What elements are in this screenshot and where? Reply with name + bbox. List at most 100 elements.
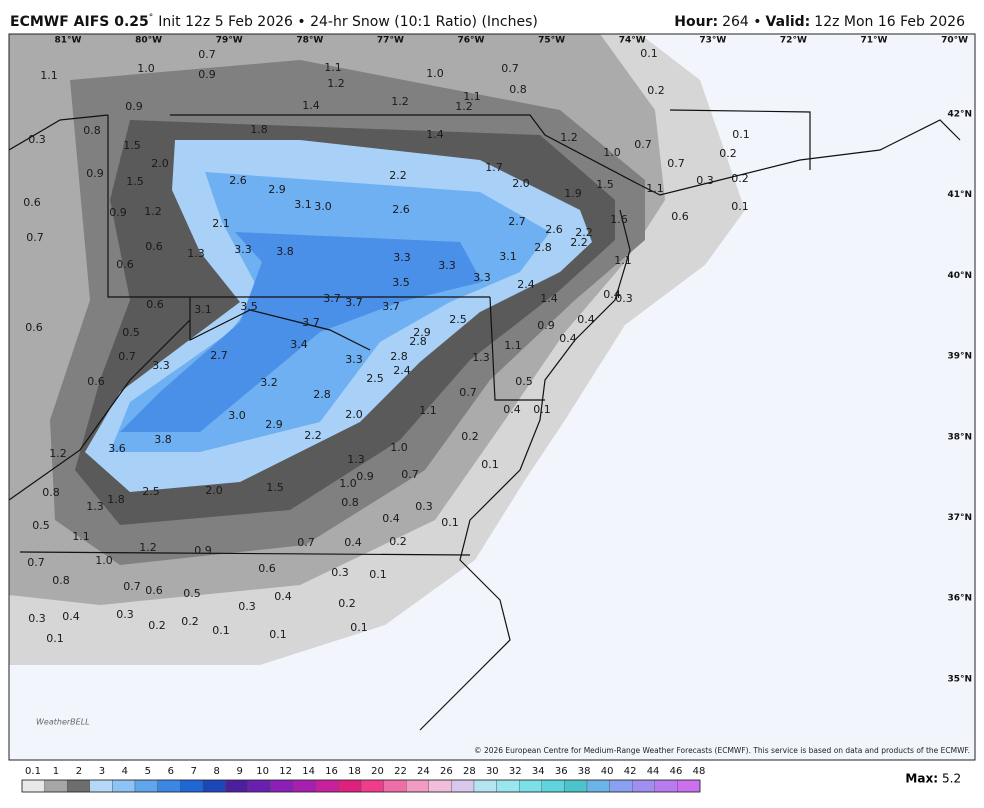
snow-amount-label: 1.2 — [391, 95, 409, 108]
snow-amount-label: 2.4 — [517, 278, 535, 291]
snow-amount-label: 3.8 — [154, 433, 172, 446]
snow-amount-label: 1.4 — [426, 128, 444, 141]
snow-amount-label: 1.0 — [426, 67, 444, 80]
long-island-coast — [639, 119, 961, 196]
copyright: © 2026 European Centre for Medium-Range … — [474, 746, 970, 755]
snow-amount-label: 2.8 — [313, 388, 331, 401]
snow-amount-label: 1.1 — [40, 69, 58, 82]
snow-amount-label: 2.5 — [366, 372, 384, 385]
legend-swatch — [451, 779, 475, 793]
snow-amount-label: 0.6 — [671, 210, 689, 223]
latitude-label: 40°N — [947, 271, 972, 281]
snow-amount-label: 0.8 — [52, 574, 70, 587]
snow-amount-label: 2.0 — [151, 157, 169, 170]
snow-amount-label: 2.2 — [570, 236, 588, 249]
legend-swatch — [383, 779, 407, 793]
snow-amount-label: 0.9 — [109, 206, 127, 219]
snow-amount-label: 1.1 — [463, 90, 481, 103]
legend-outline — [21, 779, 701, 793]
snow-amount-label: 0.7 — [27, 556, 45, 569]
snow-amount-label: 3.3 — [234, 243, 252, 256]
legend-label: 10 — [256, 766, 269, 777]
legend-label: 0.1 — [25, 766, 41, 777]
snow-amount-label: 1.1 — [646, 182, 664, 195]
snow-amount-label: 1.2 — [327, 77, 345, 90]
legend-label: 42 — [624, 766, 637, 777]
legend-label: 2 — [76, 766, 82, 777]
snow-amount-label: 1.6 — [610, 213, 628, 226]
legend-swatch — [428, 779, 452, 793]
legend-label: 16 — [325, 766, 338, 777]
snow-amount-label: 0.3 — [331, 566, 349, 579]
legend-label: 48 — [693, 766, 706, 777]
latitude-label: 36°N — [947, 594, 972, 604]
snow-shade-blue-dark — [120, 232, 482, 432]
latitude-label: 42°N — [947, 110, 972, 120]
snow-amount-label: 0.8 — [42, 486, 60, 499]
legend-label: 32 — [509, 766, 522, 777]
snow-amount-label: 0.5 — [515, 375, 533, 388]
longitude-label: 79°W — [216, 36, 243, 46]
longitude-label: 74°W — [619, 36, 646, 46]
snow-amount-label: 0.8 — [341, 496, 359, 509]
snow-amount-label: 1.1 — [419, 404, 437, 417]
snow-amount-label: 0.2 — [719, 147, 737, 160]
legend-swatch — [677, 779, 701, 793]
snow-amount-label: 3.0 — [314, 200, 332, 213]
wv-border — [9, 319, 191, 501]
snow-amount-label: 0.2 — [647, 84, 665, 97]
snow-amount-label: 0.9 — [194, 544, 212, 557]
snow-amount-label: 2.8 — [390, 350, 408, 363]
snow-amount-label: 3.7 — [382, 300, 400, 313]
snow-amount-label: 2.7 — [508, 215, 526, 228]
snow-amount-label: 0.4 — [559, 332, 577, 345]
legend-swatch — [225, 779, 249, 793]
snow-amount-label: 0.2 — [389, 535, 407, 548]
snow-amount-label: 0.1 — [369, 568, 387, 581]
snow-amount-label: 1.7 — [485, 161, 503, 174]
legend-swatch — [112, 779, 136, 793]
legend-swatch — [89, 779, 113, 793]
snow-amount-label: 0.1 — [46, 632, 64, 645]
snow-amount-label: 1.3 — [347, 453, 365, 466]
snow-amount-label: 0.6 — [145, 584, 163, 597]
ct-ma-border — [669, 109, 811, 170]
snow-amount-label: 2.6 — [545, 223, 563, 236]
longitude-label: 81°W — [55, 36, 82, 46]
snow-amount-label: 3.3 — [152, 359, 170, 372]
legend-label: 30 — [486, 766, 499, 777]
snow-amount-label: 0.9 — [198, 68, 216, 81]
snow-amount-label: 2.6 — [229, 174, 247, 187]
longitude-label: 76°W — [458, 36, 485, 46]
snow-amount-label: 1.0 — [390, 441, 408, 454]
legend-swatch — [315, 779, 339, 793]
snow-amount-label: 1.2 — [455, 100, 473, 113]
snow-amount-label: 0.6 — [87, 375, 105, 388]
snow-amount-label: 0.1 — [731, 200, 749, 213]
snow-amount-label: 2.2 — [389, 169, 407, 182]
legend-label: 44 — [647, 766, 660, 777]
snow-amount-label: 0.4 — [274, 590, 292, 603]
legend-swatch — [44, 779, 68, 793]
snow-amount-label: 0.6 — [116, 258, 134, 271]
snow-amount-label: 0.7 — [26, 231, 44, 244]
snow-amount-label: 1.3 — [472, 351, 490, 364]
snow-amount-label: 3.2 — [260, 376, 278, 389]
pa-border — [107, 115, 490, 298]
snow-amount-label: 0.3 — [238, 600, 256, 613]
snow-amount-label: 0.6 — [146, 298, 164, 311]
snow-amount-label: 0.7 — [297, 536, 315, 549]
legend-swatch — [293, 779, 317, 793]
snow-amount-label: 0.3 — [415, 500, 433, 513]
snow-amount-label: 0.4 — [603, 288, 621, 301]
legend-swatch — [609, 779, 633, 793]
legend-swatch — [632, 779, 656, 793]
snow-amount-label: 2.5 — [142, 485, 160, 498]
snow-amount-label: 2.8 — [409, 335, 427, 348]
snow-amount-label: 0.6 — [145, 240, 163, 253]
longitude-label: 78°W — [296, 36, 323, 46]
legend-label: 20 — [371, 766, 384, 777]
legend-label: 46 — [670, 766, 683, 777]
snow-amount-label: 0.7 — [198, 48, 216, 61]
legend-swatch — [473, 779, 497, 793]
